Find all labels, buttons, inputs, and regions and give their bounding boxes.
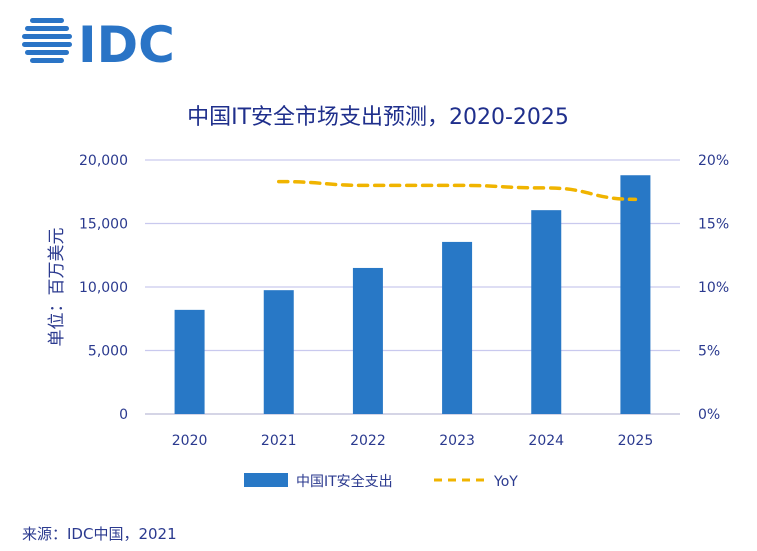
y2-tick-label: 20% xyxy=(698,153,729,169)
y2-tick-label: 5% xyxy=(698,344,720,360)
bar-2022 xyxy=(352,267,383,414)
x-tick-label: 2022 xyxy=(350,433,386,449)
y2-tick-label: 0% xyxy=(698,407,720,423)
y2-tick-label: 10% xyxy=(698,280,729,296)
bars xyxy=(174,175,651,414)
y-tick-label: 20,000 xyxy=(79,153,128,169)
left-axis-ticks: 0 5,000 10,000 15,000 20,000 xyxy=(79,153,128,423)
chart-title: 中国IT安全市场支出预测，2020-2025 xyxy=(187,105,569,130)
logo-text: IDC xyxy=(78,16,175,70)
legend-bar-swatch xyxy=(244,473,288,487)
y-tick-label: 0 xyxy=(119,407,128,423)
y-axis-label: 单位：百万美元 xyxy=(47,228,67,347)
x-axis-ticks: 2020 2021 2022 2023 2024 2025 xyxy=(172,433,653,449)
bar-2021 xyxy=(263,290,294,414)
bar-2025 xyxy=(620,175,651,414)
y-tick-label: 15,000 xyxy=(79,217,128,233)
x-tick-label: 2024 xyxy=(528,433,564,449)
x-tick-label: 2025 xyxy=(618,433,654,449)
x-tick-label: 2021 xyxy=(261,433,297,449)
y-tick-label: 5,000 xyxy=(88,344,128,360)
legend-bar-label: 中国IT安全支出 xyxy=(296,473,393,490)
right-axis-ticks: 0% 5% 10% 15% 20% xyxy=(698,153,729,423)
x-tick-label: 2020 xyxy=(172,433,208,449)
source-note: 来源：IDC中国，2021 xyxy=(22,525,177,543)
yoy-line-path xyxy=(277,179,638,202)
idc-logo: IDC xyxy=(22,16,175,70)
bar-2023 xyxy=(442,241,473,414)
legend: 中国IT安全支出 YoY xyxy=(244,473,518,490)
bar-2024 xyxy=(531,210,562,414)
yoy-line xyxy=(277,179,638,202)
legend-line-label: YoY xyxy=(493,474,518,490)
y-tick-label: 10,000 xyxy=(79,280,128,296)
x-tick-label: 2023 xyxy=(439,433,475,449)
grid-lines xyxy=(145,159,680,415)
y2-tick-label: 15% xyxy=(698,217,729,233)
bar-line-chart: 中国IT安全市场支出预测，2020-2025 0 5,000 10,000 15,00… xyxy=(47,105,729,490)
bar-2020 xyxy=(174,309,205,414)
